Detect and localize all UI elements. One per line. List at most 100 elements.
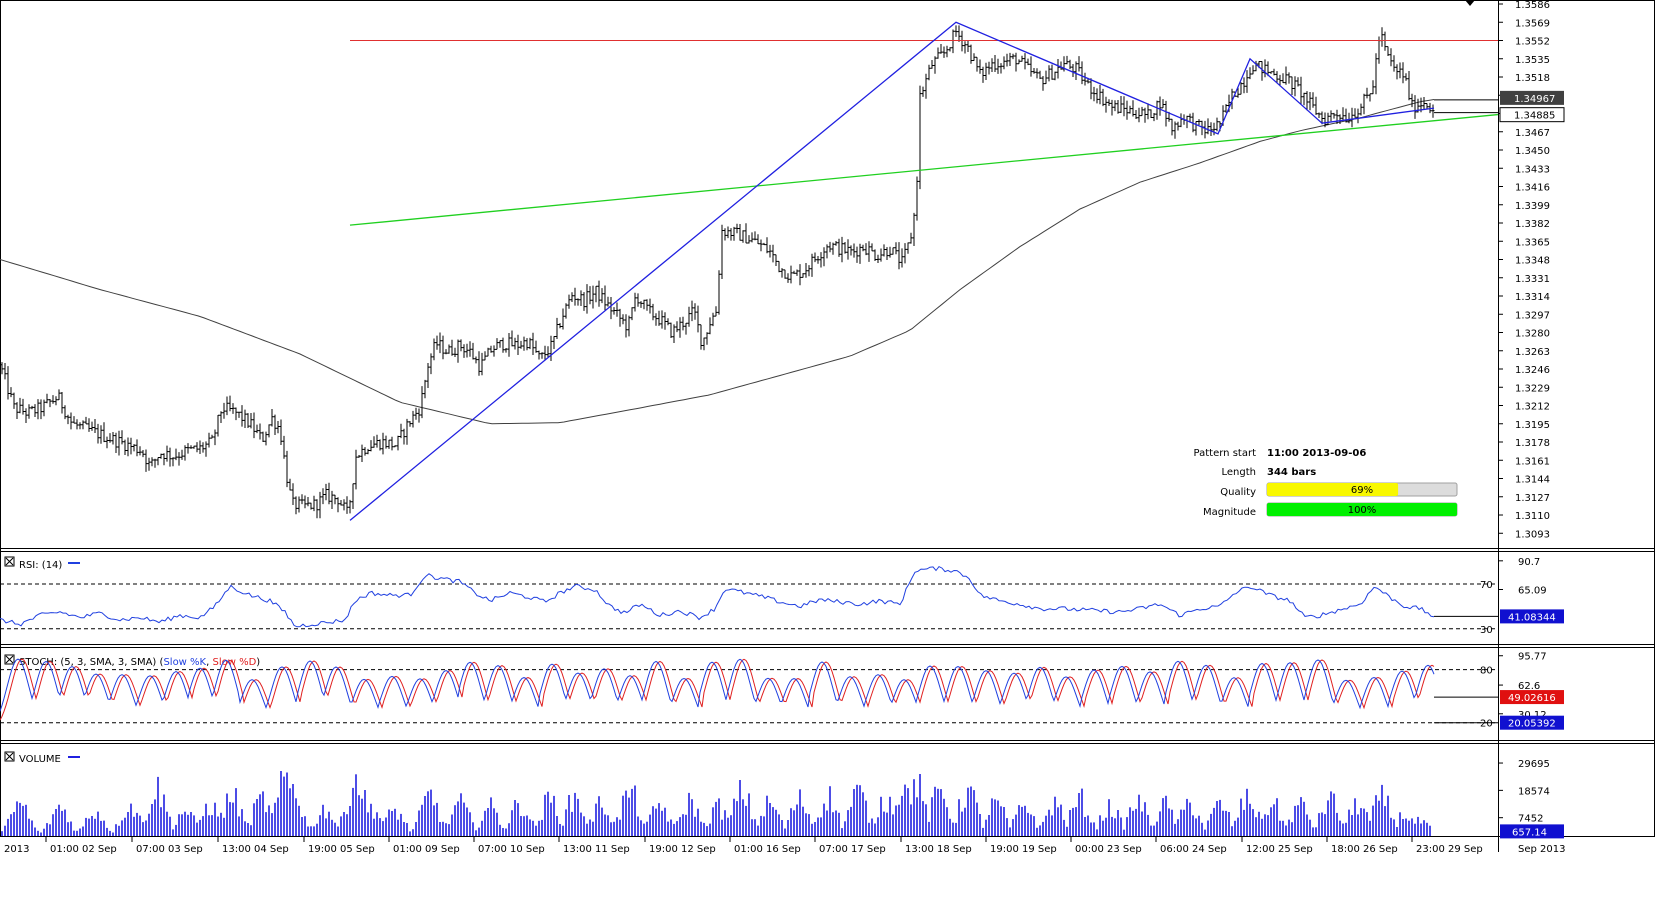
ohlc-bar <box>1320 111 1324 125</box>
ohlc-bar <box>1044 70 1048 85</box>
ohlc-bar <box>1398 62 1402 79</box>
ohlc-bar <box>675 321 679 333</box>
ohlc-bar <box>858 243 862 264</box>
price-tick-label: 1.3178 <box>1515 438 1550 449</box>
ohlc-bar <box>576 298 580 306</box>
ohlc-bar <box>24 408 28 423</box>
ohlc-bar <box>918 85 922 190</box>
price-tick-label: 1.3467 <box>1515 128 1550 139</box>
ohlc-bar <box>186 443 190 454</box>
ohlc-bar <box>1296 77 1300 87</box>
ohlc-bar <box>213 429 217 446</box>
ohlc-bar <box>354 449 358 490</box>
ohlc-bar <box>72 416 76 424</box>
ohlc-bar <box>1293 76 1297 97</box>
ohlc-bar <box>348 499 352 514</box>
ohlc-bar <box>741 230 745 243</box>
ohlc-bar <box>489 345 493 353</box>
ohlc-bar <box>1395 64 1399 80</box>
ohlc-bar <box>555 317 559 339</box>
ohlc-bar <box>1176 121 1180 131</box>
ohlc-bar <box>156 457 160 466</box>
ohlc-bar <box>864 243 868 256</box>
ohlc-bar <box>294 496 298 515</box>
ohlc-bar <box>621 314 625 325</box>
ohlc-bar <box>1206 118 1210 135</box>
ohlc-bar <box>1074 61 1078 80</box>
ohlc-bar <box>1155 100 1159 120</box>
ohlc-bar <box>1008 52 1012 66</box>
ohlc-bar <box>456 339 460 363</box>
ohlc-bar <box>786 273 790 283</box>
time-tick-label: 01:00 02 Sep <box>50 844 117 855</box>
ohlc-bar <box>147 457 151 471</box>
ohlc-bar <box>1152 113 1156 122</box>
scroll-marker-icon[interactable] <box>1465 0 1475 6</box>
ohlc-bar <box>1143 107 1147 123</box>
ohlc-bar <box>1137 107 1141 123</box>
ohlc-bar <box>840 236 844 263</box>
ohlc-bar <box>447 344 451 354</box>
ohlc-bar <box>948 47 952 52</box>
ohlc-bar <box>1104 96 1108 113</box>
pattern-start-label: Pattern start <box>1194 448 1257 459</box>
ohlc-bar <box>1032 68 1036 74</box>
ohlc-bar <box>528 337 532 350</box>
time-axis-end-label: Sep 2013 <box>1518 844 1565 855</box>
price-tick-label: 1.3314 <box>1515 292 1550 303</box>
ohlc-bar <box>1392 55 1396 72</box>
ohlc-bar <box>669 322 673 338</box>
volume-close-icon <box>5 752 14 761</box>
chart-frame <box>0 0 1655 852</box>
ohlc-bar <box>135 439 139 457</box>
ohlc-bar <box>1365 87 1369 99</box>
ohlc-bar <box>720 224 724 279</box>
time-tick-label: 12:00 25 Sep <box>1246 844 1313 855</box>
ohlc-bar <box>1278 74 1282 87</box>
ohlc-bar <box>165 445 169 462</box>
ohlc-bar <box>579 290 583 306</box>
ohlc-bar <box>51 395 55 404</box>
ohlc-bar <box>138 446 142 456</box>
ohlc-bar <box>1026 58 1030 66</box>
time-tick-label: 06:00 24 Sep <box>1160 844 1227 855</box>
time-tick-label: 00:00 23 Sep <box>1075 844 1142 855</box>
ohlc-bar <box>3 363 7 380</box>
ohlc-bar <box>1095 88 1099 104</box>
ohlc-bar <box>867 241 871 262</box>
ohlc-bar <box>321 488 325 505</box>
stoch-k-tag-text: 20.05392 <box>1508 719 1556 730</box>
ohlc-bar <box>891 247 895 255</box>
ohlc-bar <box>141 450 145 458</box>
ohlc-bar <box>36 399 40 420</box>
ohlc-bar <box>396 435 400 451</box>
quality-bar-fill <box>1267 483 1399 496</box>
ohlc-bar <box>1011 53 1015 60</box>
ohlc-bar <box>747 235 751 244</box>
ohlc-bar <box>933 56 937 74</box>
ohlc-bar <box>1248 67 1252 80</box>
ohlc-bar <box>327 482 331 505</box>
ohlc-bar <box>849 245 853 256</box>
ohlc-bar <box>666 318 670 326</box>
volume-value-tag <box>1500 824 1564 839</box>
rsi-tick-label: 90.7 <box>1518 557 1540 568</box>
ohlc-bar <box>1215 117 1219 132</box>
ohlc-bar <box>159 453 163 459</box>
ohlc-bar <box>369 440 373 452</box>
ohlc-bar <box>855 246 859 263</box>
ohlc-bar <box>1059 61 1063 70</box>
ohlc-bar <box>825 244 829 259</box>
ohlc-bar <box>1041 76 1045 91</box>
ohlc-bar <box>315 499 319 519</box>
ohlc-bar <box>84 416 88 425</box>
ohlc-bar <box>219 411 223 423</box>
ohlc-bar <box>0 362 4 375</box>
ohlc-bar <box>906 242 910 254</box>
ohlc-bar <box>750 232 754 243</box>
ohlc-bar <box>978 59 982 74</box>
ohlc-bar <box>231 403 235 414</box>
candle-layer <box>0 25 1435 519</box>
ohlc-bar <box>18 397 22 414</box>
stoch-d-line <box>0 658 1435 721</box>
